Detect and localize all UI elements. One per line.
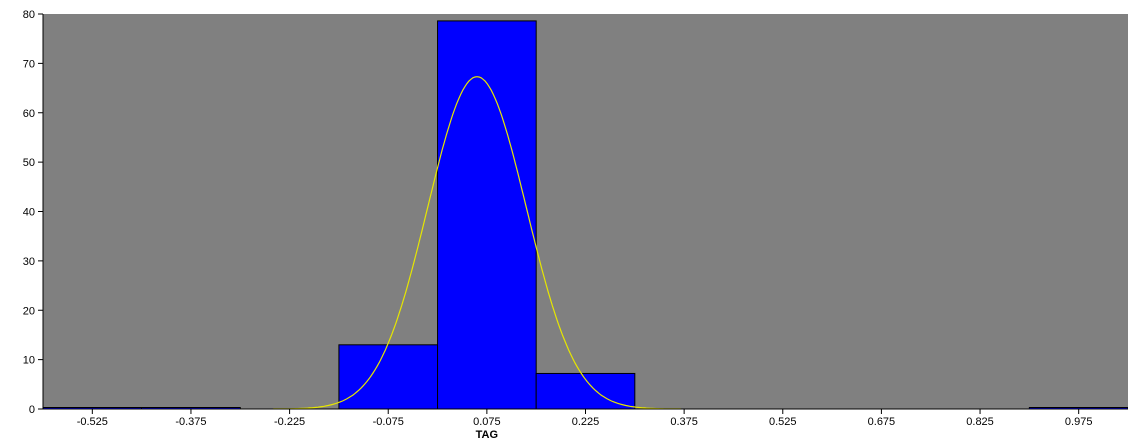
x-tick-label-7: 0.525	[769, 416, 797, 428]
x-tick-label-10: 0.975	[1065, 416, 1093, 428]
axes: 0 10 20 30 40 50 60 70 80 -0.525 -0.375 -0.225 -0.07…	[23, 9, 1128, 428]
x-tick-label-4: 0.075	[473, 416, 501, 428]
y-tick-label-6: 60	[23, 108, 35, 120]
x-tick-label-9: 0.825	[966, 416, 994, 428]
x-tick-label-2: -0.225	[274, 416, 305, 428]
y-tick-label-3: 30	[23, 256, 35, 268]
histogram-bar-2	[338, 344, 439, 410]
density-curve	[273, 76, 681, 410]
y-tick-label-8: 80	[23, 9, 35, 21]
x-tick-label-8: 0.675	[868, 416, 896, 428]
histogram-bar-3	[437, 20, 537, 410]
y-tick-label-2: 20	[23, 305, 35, 317]
x-axis-label: TAG	[476, 429, 498, 439]
x-tick-label-1: -0.375	[175, 416, 206, 428]
x-tick-label-5: 0.225	[572, 416, 600, 428]
x-tick-label-6: 0.375	[670, 416, 698, 428]
x-tick-label-3: -0.075	[373, 416, 404, 428]
y-tick-label-7: 70	[23, 58, 35, 70]
histogram-bars	[42, 20, 1128, 410]
y-tick-label-1: 10	[23, 355, 35, 367]
y-tick-label-5: 50	[23, 157, 35, 169]
y-tick-label-4: 40	[23, 207, 35, 219]
x-tick-label-0: -0.525	[77, 416, 108, 428]
y-tick-label-0: 0	[29, 404, 35, 416]
plot-background	[43, 14, 1128, 409]
